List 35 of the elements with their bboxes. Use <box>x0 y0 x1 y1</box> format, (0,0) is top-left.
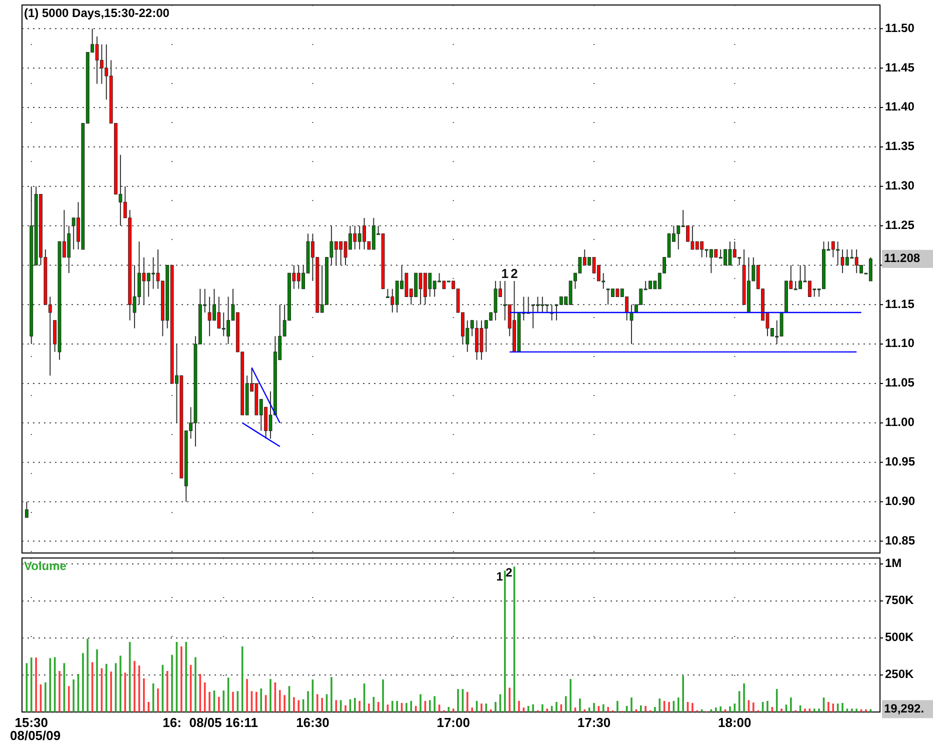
chart-title: Volume <box>24 559 67 573</box>
y-tick-label: 10.95 <box>885 454 916 468</box>
y-tick-label: 1M <box>885 556 902 570</box>
annotation: 1 <box>501 266 509 281</box>
x-tick-label: 16:30 <box>296 715 330 730</box>
text: 08/05/09 <box>10 728 61 743</box>
y-tick-label: 250K <box>885 667 914 682</box>
y-tick-label: 11.45 <box>885 60 915 74</box>
annotation: 19,292. <box>884 701 924 716</box>
y-tick-label: 11.15 <box>885 296 915 311</box>
x-tick-label: 17:30 <box>577 715 611 730</box>
x-tick-label: 15:30 <box>14 715 48 730</box>
y-tick-label: 11.40 <box>885 100 915 114</box>
annotation: 2 <box>506 566 513 580</box>
y-tick-label: 500K <box>885 630 914 644</box>
y-tick-label: 11.35 <box>885 139 915 154</box>
y-tick-label: 11.10 <box>885 336 915 350</box>
annotation: 2 <box>510 266 518 281</box>
candlestick <box>24 501 28 518</box>
y-tick-label: 11.25 <box>885 218 915 232</box>
y-tick-label: 11.05 <box>885 376 915 390</box>
x-tick-label: 08/05 16:11 <box>189 715 258 730</box>
annotation: 1 <box>496 570 504 584</box>
y-tick-label: 11.50 <box>885 20 915 35</box>
x-tick-label: 17:00 <box>436 715 470 730</box>
x-tick-label: 18:00 <box>718 715 752 730</box>
y-tick-label: 10.90 <box>885 494 916 508</box>
y-tick-label: 11.30 <box>885 178 915 193</box>
y-tick-label: 10.85 <box>885 533 916 548</box>
annotation: 11.208 <box>884 251 920 266</box>
chart-title: (1) 5000 Days,15:30-22:00 <box>24 6 170 20</box>
y-tick-label: 11.00 <box>885 415 915 430</box>
candlestick <box>630 304 634 345</box>
x-tick-label: 16: <box>162 715 182 730</box>
y-tick-label: 750K <box>885 593 914 608</box>
